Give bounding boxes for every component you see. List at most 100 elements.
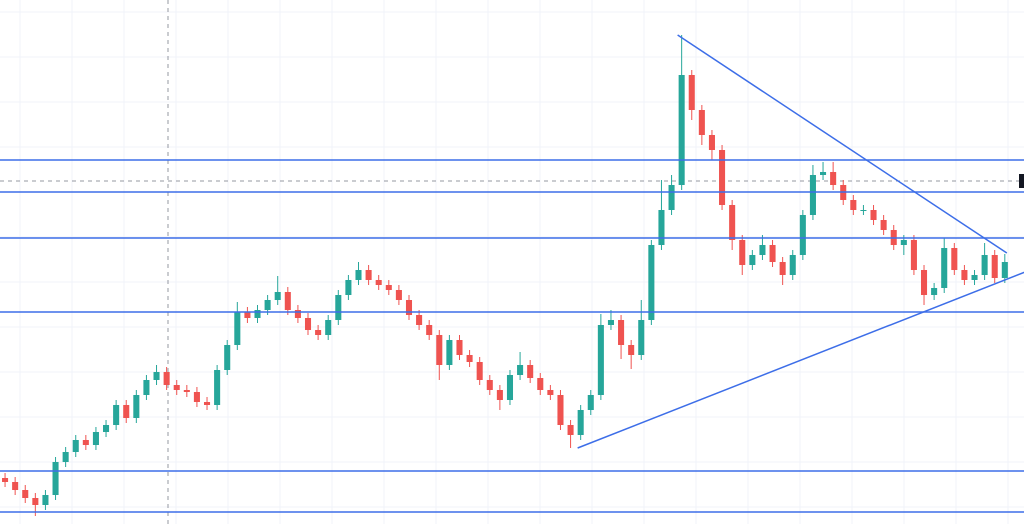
candle-body xyxy=(910,240,917,270)
candle-body xyxy=(607,320,614,325)
candle-body xyxy=(325,320,332,335)
candle-body xyxy=(153,372,160,380)
candle-body xyxy=(789,255,796,275)
candle-body xyxy=(708,135,715,150)
candle-body xyxy=(183,390,190,392)
candle-body xyxy=(123,405,130,418)
candle-body xyxy=(597,325,604,395)
candle-body xyxy=(456,340,463,355)
candle-body xyxy=(951,248,958,270)
candle-body xyxy=(224,345,231,370)
candle-body xyxy=(405,300,413,315)
candle-body xyxy=(971,275,978,280)
candle-body xyxy=(143,380,150,395)
candle-body xyxy=(52,462,59,495)
candle-body xyxy=(335,295,342,320)
candle-body xyxy=(749,255,756,265)
candle-body xyxy=(870,210,877,220)
candle-body xyxy=(648,245,655,320)
candle-body xyxy=(375,280,382,285)
candle-body xyxy=(92,432,99,445)
candle-body xyxy=(961,270,968,280)
candle-body xyxy=(941,248,948,288)
candle-body xyxy=(799,215,806,255)
candle-body xyxy=(931,288,938,295)
candle-body xyxy=(496,390,503,400)
candle-body xyxy=(880,220,887,230)
candle-body xyxy=(244,312,251,318)
candle-body xyxy=(668,185,675,210)
candle-body xyxy=(759,245,766,255)
candle-body xyxy=(587,395,594,410)
candle-body xyxy=(62,452,69,462)
candle-body xyxy=(22,490,29,498)
candle-body xyxy=(850,200,857,210)
candle-body xyxy=(385,285,392,290)
candle-body xyxy=(698,110,705,135)
candle-body xyxy=(234,312,241,345)
candle-body xyxy=(214,370,221,405)
candle-body xyxy=(638,320,645,355)
candle-body xyxy=(739,240,746,265)
candle-body xyxy=(809,175,816,215)
candle-body xyxy=(567,425,574,435)
candle-body xyxy=(486,380,493,390)
candle-body xyxy=(315,330,322,335)
candle-body xyxy=(284,292,291,310)
candle-body xyxy=(1001,262,1008,278)
candle-body xyxy=(547,390,554,395)
candle-body xyxy=(72,440,79,452)
candle-body xyxy=(345,280,352,295)
candle-body xyxy=(577,410,584,435)
candle-body xyxy=(133,395,140,418)
candle-body xyxy=(2,478,9,482)
candle-body xyxy=(991,255,998,278)
candle-body xyxy=(426,325,433,335)
candle-body xyxy=(304,318,312,330)
candle-body xyxy=(42,495,49,505)
candle-body xyxy=(517,365,524,375)
candle-body xyxy=(678,75,685,185)
candle-body xyxy=(628,345,635,355)
candle-body xyxy=(466,355,473,362)
candle-body xyxy=(294,310,301,318)
candle-body xyxy=(82,440,89,445)
candle-body xyxy=(12,482,19,490)
candle-body xyxy=(769,245,776,262)
candle-body xyxy=(900,240,907,245)
candle-body xyxy=(557,395,564,425)
candle-body xyxy=(264,300,271,310)
candle-body xyxy=(729,205,736,240)
candle-body xyxy=(254,310,261,318)
candle-body xyxy=(618,320,625,345)
candle-body xyxy=(719,150,726,205)
candle-body xyxy=(860,210,867,211)
candle-body xyxy=(830,172,837,185)
price-label-stub xyxy=(1019,174,1024,188)
candle-body xyxy=(476,362,483,380)
candle-body xyxy=(274,292,281,300)
candle-body xyxy=(365,270,372,280)
candle-body xyxy=(113,405,120,425)
candle-body xyxy=(203,402,211,405)
candle-body xyxy=(527,365,534,378)
candle-body xyxy=(506,375,514,400)
candle-body xyxy=(779,262,786,275)
candle-body xyxy=(416,315,423,325)
candle-body xyxy=(193,392,200,402)
candle-body xyxy=(32,498,39,505)
candle-body xyxy=(355,270,362,280)
candle-body xyxy=(537,378,544,390)
candle-body xyxy=(446,340,453,365)
candle-body xyxy=(981,255,988,275)
candle-body xyxy=(658,210,665,245)
candle-body xyxy=(173,385,180,390)
trend-line xyxy=(577,271,1024,449)
candle-body xyxy=(688,75,695,110)
candle-body xyxy=(820,172,827,175)
candle-body xyxy=(103,425,110,432)
candle-body xyxy=(395,290,402,300)
